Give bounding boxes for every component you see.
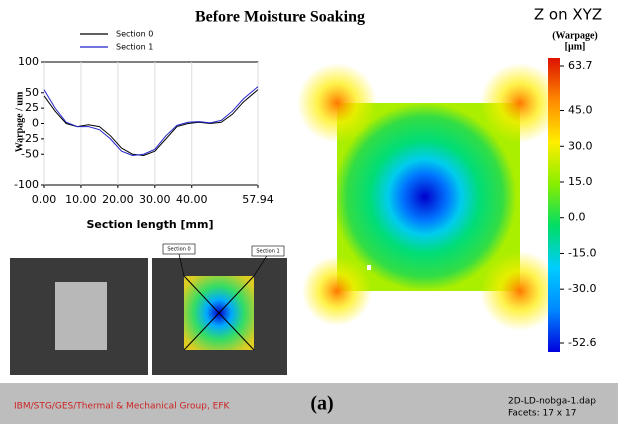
footer-group: IBM/STG/GES/Thermal & Mechanical Group, … [14,402,231,412]
callout: Section 1 [256,249,279,255]
x-tick-label: 40.00 [176,193,208,206]
colorbar-tick-label: 0.0 [568,211,586,224]
callout: Section 0 [167,247,190,253]
y-tick-label: 50 [25,86,39,99]
chart-title: Before Moisture Soaking [195,9,365,26]
y-tick-label: -50 [21,147,39,160]
y-tick-label: 25 [25,101,39,114]
legend-label: Section 0 [116,30,153,39]
y-tick-label: -100 [14,178,39,191]
heatmap-image [297,63,560,331]
footer-bar [0,383,618,424]
colorbar-tick-label: -52.6 [568,336,596,349]
footer-file: 2D-LD-nobga-1.dap [508,397,596,407]
colorbar-tick-label: 45.0 [568,104,593,117]
legend-label: Section 1 [116,43,153,52]
figure-label: (a) [310,393,333,415]
x-axis-label: Section length [mm] [87,218,214,231]
series-line [43,89,259,156]
colorbar [548,58,560,352]
y-tick-label: 100 [18,55,39,68]
colorbar-tick-label: 63.7 [568,59,593,72]
x-tick-label: 20.00 [102,193,134,206]
x-tick-label: 30.00 [139,193,171,206]
y-axis-label: Warpage / um [14,91,25,152]
y-tick-label: 0 [32,117,39,130]
x-tick-label: 57.94 [242,193,274,206]
colorbar-subtitle: (Warpage) [552,30,598,41]
colorbar-unit: [µm] [565,41,586,52]
colorbar-tick-label: -15.0 [568,246,596,259]
photo-left [10,258,148,375]
colorbar-tick-label: -30.0 [568,282,596,295]
footer-facets: Facets: 17 x 17 [508,409,576,419]
photo-right: Section 0 Section 1 [152,243,287,375]
colorbar-tick-label: 30.0 [568,139,593,152]
x-tick-label: 10.00 [65,193,97,206]
series-line [43,86,259,156]
x-tick-label: 0.00 [32,193,57,206]
colorbar-tick-label: 15.0 [568,175,593,188]
plot-frame [43,61,259,186]
colorbar-title: Z on XYZ [534,6,602,24]
y-tick-label: -25 [21,132,39,145]
